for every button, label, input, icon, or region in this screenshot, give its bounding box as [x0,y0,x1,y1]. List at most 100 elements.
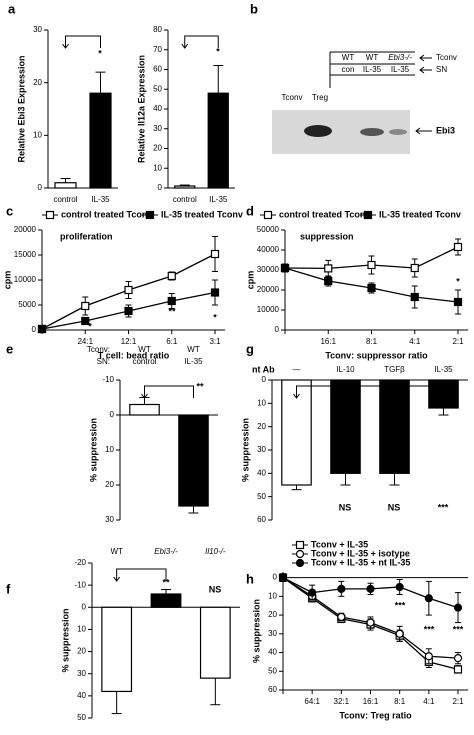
y-tick-label: 10 [105,445,114,454]
x-axis-label: Tconv: suppressor ratio [325,350,428,360]
bar [330,379,361,474]
panel-letter: e [6,341,13,356]
annotation: NS [388,502,401,512]
label: Ebi3-/- [388,53,412,62]
y-tick-label: 30 [257,445,266,454]
y-tick-label: 20000 [14,225,37,234]
y-tick-label: 30000 [257,265,280,274]
y-tick-label: 50 [77,713,86,722]
x-tick-label: 24:1 [77,337,93,346]
y-tick-label: 40 [153,104,162,113]
y-tick-label: 50 [268,666,277,675]
y-tick-label: 50000 [257,225,280,234]
panel-b: b WT WT Ebi3-/- con IL-35 IL-35 Tconv Tr… [250,1,457,154]
x-tick-label: 64:1 [304,697,320,706]
annotation: * [88,321,92,331]
legend-marker [295,549,305,559]
panel-letter: h [246,571,254,586]
marker [366,584,375,593]
x-tick-label: control [173,195,197,204]
label: IL-35 [391,65,410,74]
legend-marker [295,540,305,550]
panel-letter: c [6,203,13,218]
label: Tconv [282,93,303,102]
annotation: * [98,48,102,58]
panel-letter: b [250,1,258,16]
x-axis-label: T cell: bead ratio [98,350,170,360]
marker [453,665,463,674]
y-axis-label: Relative Il12a Expression [136,55,146,163]
marker [124,306,133,316]
x-tick-label: — [293,365,301,374]
arrow [419,66,432,74]
annotation: ** [168,306,176,316]
marker [324,264,333,273]
x-tick-label: 2:1 [452,337,464,346]
header-value: IL-35 [184,357,203,366]
x-tick-label: 4:1 [423,697,435,706]
y-axis-label: cpm [2,271,12,290]
marker [167,296,176,306]
marker [395,629,404,638]
marker [453,603,463,612]
y-tick-label: 10000 [14,275,37,284]
legend-label: control treated Tconv [61,209,152,219]
label: IL-35 [363,65,382,74]
y-axis-label: cpm [245,271,255,290]
annotation: NS [339,502,352,512]
header: nt Ab [252,364,275,374]
bracket [62,35,101,49]
y-tick-label: 10 [257,398,266,407]
y-axis-label: % suppression [88,418,98,482]
bar [129,403,160,416]
y-tick-label: 30 [33,25,42,34]
marker [124,285,133,295]
y-tick-label: 50 [153,84,162,93]
y-tick-label: 30 [268,629,277,638]
marker [453,654,463,663]
x-tick-label: IL-35 [434,365,453,374]
y-tick-label: 40 [77,691,86,700]
x-tick-label: 16:1 [320,337,336,346]
annotation: *** [424,624,435,634]
bar [207,92,229,189]
marker [410,292,419,302]
y-axis-label: Relative Ebi3 Expression [16,55,26,162]
y-tick-label: -10 [74,580,86,589]
y-tick-label: 0 [38,183,43,192]
legend-label: Tconv + IL-35 + nt IL-35 [311,557,410,567]
legend-label: IL-35 treated Tconv [161,209,243,219]
blot [272,110,410,154]
x-tick-label: IL-35 [209,195,228,204]
bar [150,593,182,608]
legend-marker [145,210,155,220]
x-tick-label: IL-35 [91,195,110,204]
annotation: * [216,46,220,56]
bracket [293,385,444,399]
panel-letter: g [246,341,254,356]
header-label: Tconv: [87,345,110,354]
y-tick-label: 0 [110,410,115,419]
label: Tconv [436,53,457,62]
marker [278,573,288,582]
y-tick-label: 20000 [257,285,280,294]
header-value: WT [138,345,151,354]
label: WT [366,53,379,62]
y-tick-label: 60 [257,515,266,524]
annotation: ** [162,577,170,587]
legend-label: IL-35 treated Tconv [379,209,461,219]
annotation: * [213,312,217,322]
note: suppression [300,231,354,241]
x-axis-label: Tconv: Treg ratio [339,710,412,720]
marker [366,618,375,627]
band [360,128,384,136]
marker [453,297,463,307]
marker [280,263,290,273]
marker [367,283,376,293]
bar [178,414,209,507]
y-tick-label: 30 [77,669,86,678]
bracket [141,385,194,399]
marker [424,652,433,661]
x-tick-label: Il10-/- [205,547,226,556]
